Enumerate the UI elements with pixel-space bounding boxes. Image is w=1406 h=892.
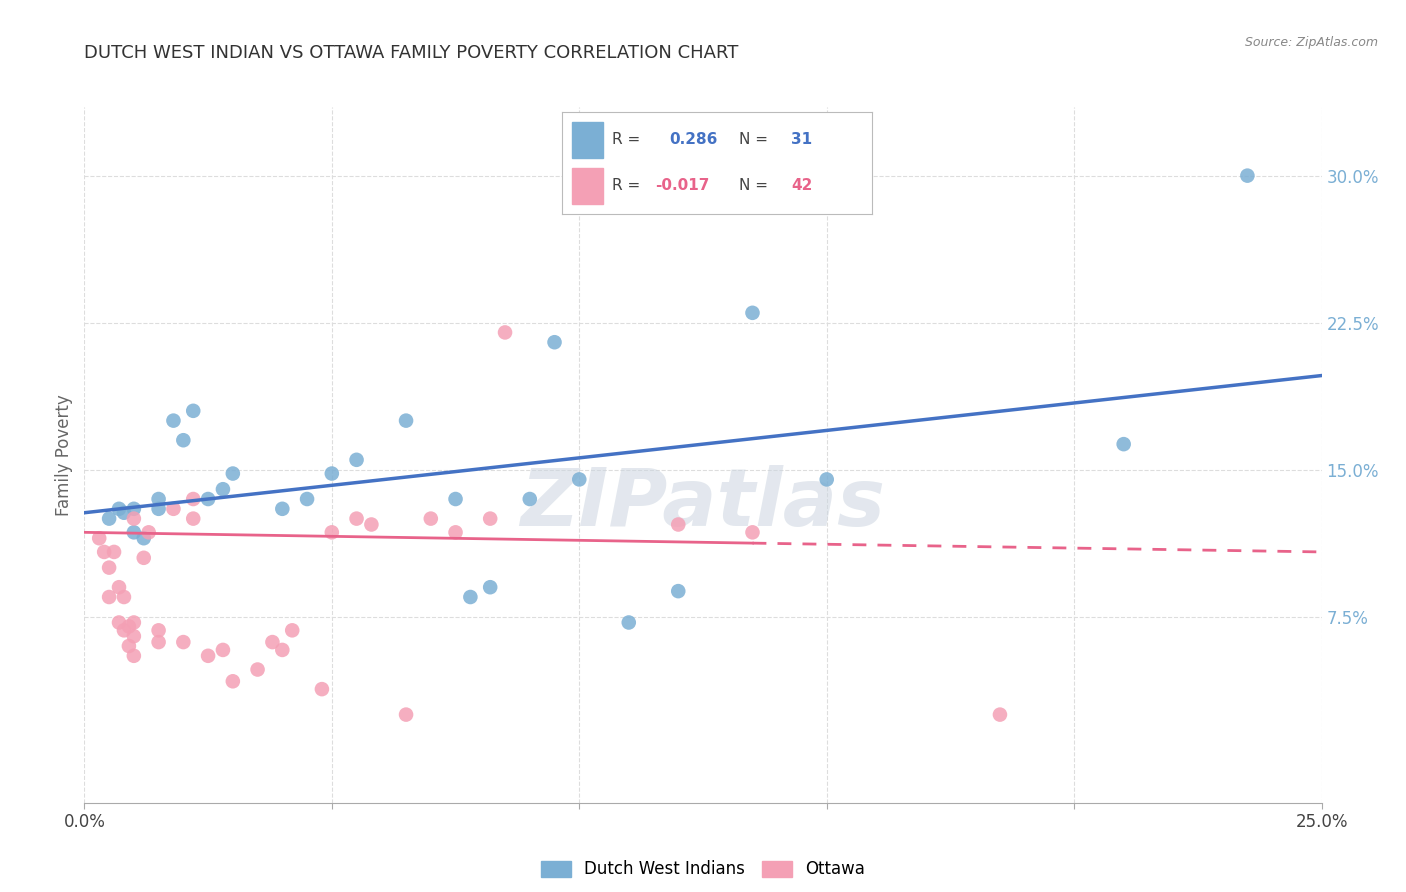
Point (181, 491, 204, 506)
Point (181, 404, 204, 418)
Point (741, 525, 763, 540)
Point (197, 648, 219, 663)
Point (118, 619, 141, 633)
Point (98, 560, 121, 574)
Point (543, 335, 565, 350)
Point (741, 306, 763, 320)
Point (122, 629, 145, 643)
Point (212, 482, 235, 496)
Point (460, 590, 482, 604)
Point (162, 501, 184, 516)
Point (172, 434, 194, 448)
Point (281, 624, 304, 638)
Point (346, 511, 368, 525)
Point (98, 590, 121, 604)
Point (222, 674, 245, 689)
Point (89, 531, 111, 545)
Point (103, 545, 125, 559)
Point (122, 501, 145, 516)
Point (122, 525, 145, 540)
Point (132, 531, 155, 545)
Text: -0.017: -0.017 (655, 178, 710, 194)
Text: 42: 42 (792, 178, 813, 194)
Point (271, 643, 294, 657)
Point (815, 472, 838, 486)
Point (311, 682, 333, 697)
Point (212, 643, 235, 657)
Text: 31: 31 (792, 132, 813, 147)
Point (132, 550, 155, 565)
Point (112, 506, 135, 520)
Point (479, 511, 502, 525)
Text: ZIPatlas: ZIPatlas (520, 465, 886, 542)
Point (346, 452, 368, 467)
Point (262, 635, 284, 649)
Point (122, 648, 145, 663)
Y-axis label: Family Poverty: Family Poverty (55, 394, 73, 516)
Text: DUTCH WEST INDIAN VS OTTAWA FAMILY POVERTY CORRELATION CHART: DUTCH WEST INDIAN VS OTTAWA FAMILY POVER… (84, 45, 738, 62)
Point (148, 635, 170, 649)
Point (666, 517, 689, 532)
Point (666, 584, 689, 599)
Point (98, 511, 121, 525)
Point (197, 491, 219, 506)
Text: Source: ZipAtlas.com: Source: ZipAtlas.com (1244, 36, 1378, 49)
Text: R =: R = (612, 132, 650, 147)
Point (360, 517, 382, 532)
Point (419, 511, 441, 525)
Point (222, 467, 245, 481)
Point (122, 511, 145, 525)
Point (444, 525, 467, 540)
Point (162, 414, 184, 428)
Point (1112, 437, 1135, 451)
Point (321, 525, 343, 540)
Point (271, 501, 294, 516)
Point (519, 491, 541, 506)
Point (1236, 169, 1258, 183)
Point (148, 501, 170, 516)
Legend: Dutch West Indians, Ottawa: Dutch West Indians, Ottawa (534, 854, 872, 885)
Bar (572, 122, 603, 158)
Point (395, 707, 418, 722)
Point (122, 615, 145, 630)
Bar (572, 168, 603, 204)
Point (93, 545, 115, 559)
Point (112, 624, 135, 638)
Point (108, 615, 131, 630)
Point (568, 472, 591, 486)
Text: N =: N = (738, 178, 772, 194)
Point (172, 635, 194, 649)
Point (494, 326, 516, 340)
Point (112, 590, 135, 604)
Point (181, 511, 204, 525)
Text: R =: R = (612, 178, 645, 194)
Point (108, 501, 131, 516)
Point (108, 580, 131, 594)
Text: 0.286: 0.286 (669, 132, 717, 147)
Point (617, 615, 640, 630)
Point (479, 580, 502, 594)
Point (444, 491, 467, 506)
Point (395, 414, 418, 428)
Point (246, 663, 269, 677)
Point (321, 467, 343, 481)
Point (295, 491, 318, 506)
Point (988, 707, 1011, 722)
Point (148, 491, 170, 506)
Text: N =: N = (738, 132, 772, 147)
Point (148, 624, 170, 638)
Point (118, 639, 141, 653)
Point (138, 525, 160, 540)
